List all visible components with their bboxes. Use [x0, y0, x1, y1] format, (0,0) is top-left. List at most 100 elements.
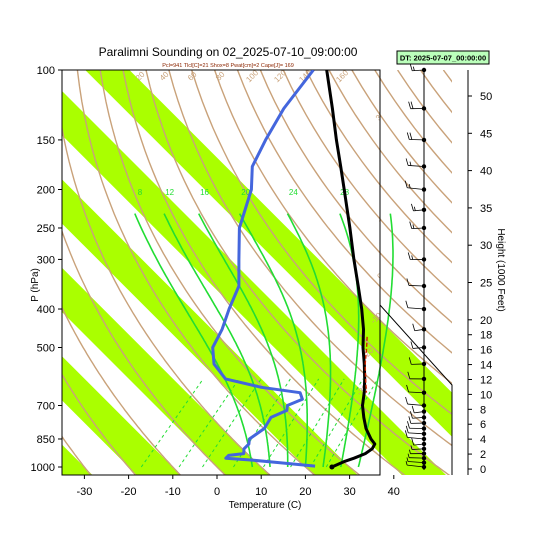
isotherm-band [62, 91, 446, 475]
height-tick-label: 14 [480, 360, 492, 372]
dry-adiabat-label: 20 [379, 164, 392, 177]
wind-barb [408, 391, 425, 394]
height-tick-label: 30 [480, 240, 492, 252]
wind-barb-feather [410, 411, 413, 419]
dry-adiabat-label: 30 [374, 110, 387, 123]
wind-barb-halffeather [408, 183, 411, 189]
wind-barb-feather [406, 384, 409, 393]
moist-adiabat-label: 12 [165, 188, 174, 197]
wind-barb [414, 328, 425, 332]
wind-barb [407, 461, 425, 464]
wind-barb-feather [410, 341, 414, 349]
wind-barb-halffeather [407, 453, 410, 458]
moist-adiabat [286, 213, 332, 468]
moist-adiabat-label: 20 [241, 188, 250, 197]
wind-barb-feather [410, 101, 414, 109]
dry-adiabat [191, 70, 452, 416]
wind-barb-feather [405, 158, 409, 166]
y-tick-label: 1000 [31, 462, 55, 474]
sounding-line-2 [211, 70, 316, 468]
wind-barb [407, 307, 425, 310]
wind-barb-feather [406, 278, 410, 286]
chart-title: Paralimni Sounding on 02_2025-07-10_09:0… [99, 45, 358, 59]
wind-barb-feather [411, 203, 414, 212]
wind-barb-halffeather [412, 66, 415, 71]
dry-adiabat [76, 70, 316, 475]
wind-barb [412, 417, 425, 419]
moist-adiabat [238, 213, 308, 468]
dry-adiabat [236, 70, 452, 354]
height-tick-label: 4 [480, 434, 486, 446]
datetime-box: DT: 2025-07-07_00:00:00 [396, 50, 490, 65]
x-tick-label: 10 [255, 486, 267, 498]
y-tick-label: 150 [37, 135, 55, 147]
height-tick-label: 40 [480, 166, 492, 178]
height-tick-label: 20 [480, 315, 492, 327]
wind-barb [407, 403, 425, 406]
wind-barb-halffeather [413, 206, 416, 211]
wind-barb-feather [412, 323, 416, 331]
wind-barb-feather [409, 221, 413, 229]
dry-adiabat [213, 70, 452, 385]
wind-barb-dot [421, 257, 427, 262]
dry-adiabat-label: 10 [377, 214, 390, 227]
barb-frame [379, 285, 453, 475]
wind-barb-feather [404, 180, 408, 188]
isotherm-band [62, 356, 181, 475]
y-tick-label: 300 [37, 254, 55, 266]
datetime-label: DT: 2025-07-07_00:00:00 [400, 54, 486, 63]
wind-barb-feather [411, 405, 415, 413]
wind-barb [411, 448, 425, 450]
wind-barb-dot [421, 415, 427, 420]
wind-barb-feather [407, 371, 411, 379]
height-tick-label: 8 [480, 404, 486, 416]
x-tick-label: -20 [121, 486, 137, 498]
wind-barb [408, 285, 425, 287]
x-tick-label: 30 [343, 486, 355, 498]
chart-subtitle: Pcl=941 Tlcl[C]=21 Shox=8 Pwat[cm]=2 Cap… [162, 63, 294, 69]
wind-barb-feather [409, 63, 413, 71]
wind-barb [412, 347, 425, 349]
wind-barb-halffeather [410, 445, 413, 450]
height-tick-label: 10 [480, 389, 492, 401]
mixing-ratio-line [325, 378, 379, 468]
mixing-ratio-line [310, 378, 364, 468]
y-tick-label: 400 [37, 304, 55, 316]
moist-adiabat-label: 8 [138, 188, 143, 197]
height-tick-label: 16 [480, 345, 492, 357]
dry-adiabat [259, 70, 452, 324]
x-axis-label: Temperature (C) [229, 500, 302, 511]
height-tick-label: 45 [480, 128, 492, 140]
height-tick-label: 50 [480, 91, 492, 103]
wind-barb-dot [421, 361, 427, 367]
y2-axis-label: Height (1000 Feet) [495, 228, 506, 311]
y-tick-label: 850 [37, 434, 55, 446]
wind-barb-feather [408, 101, 412, 109]
height-tick-label: 25 [480, 278, 492, 290]
wind-barb-halffeather [409, 449, 411, 454]
moist-adiabat [197, 213, 289, 467]
mixing-ratio-line [290, 378, 345, 468]
moist-adiabat [357, 213, 394, 468]
dry-adiabat [305, 70, 452, 264]
moist-adiabat [163, 213, 271, 467]
plot-frame [61, 69, 381, 476]
x-tick-label: -10 [165, 486, 181, 498]
wind-barb-feather [409, 132, 413, 140]
wind-barb-feather [405, 425, 409, 433]
dry-adiabat [62, 373, 137, 475]
dry-adiabat [62, 435, 92, 475]
height-tick-label: 6 [480, 419, 486, 431]
height-tick-label: 35 [480, 203, 492, 215]
wind-barb-feather [405, 300, 409, 308]
x-tick-label: 40 [388, 486, 400, 498]
wind-barb [408, 432, 425, 435]
parcel-start-marker [329, 464, 335, 470]
wind-barb-feather [405, 396, 408, 405]
height-tick-label: 2 [480, 449, 486, 461]
wind-barb [407, 464, 425, 468]
wind-barb-feather [408, 357, 412, 365]
wind-barb-dot [421, 420, 427, 426]
moist-adiabat-label: 16 [200, 188, 209, 197]
